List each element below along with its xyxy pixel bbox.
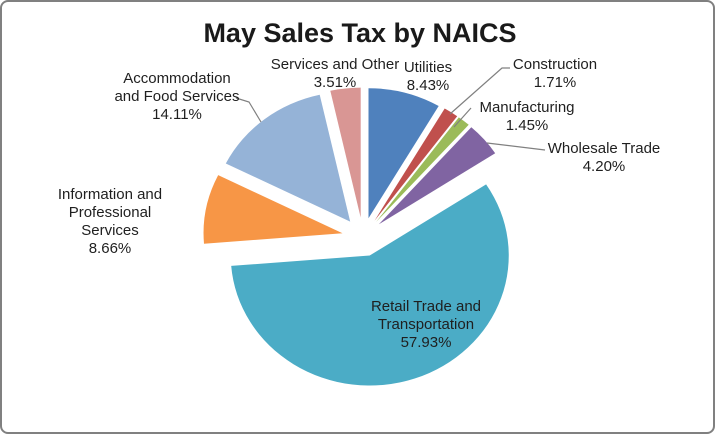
pie-slice-construction	[374, 108, 458, 221]
slice-label-utilities: Utilities 8.43%	[404, 59, 452, 94]
pie-slice-manufacturing	[376, 117, 469, 222]
slice-label-information-and-professional-services: Information and Professional Services 8.66%	[58, 186, 162, 257]
leader-line-accommodation-and-food-services	[235, 97, 262, 123]
slice-label-retail-trade-and-transportation: Retail Trade and Transportation 57.93%	[371, 298, 481, 351]
pie-slice-accommodation-and-food-services	[225, 94, 351, 222]
pie-slice-utilities	[368, 88, 439, 219]
leader-line-construction	[449, 67, 510, 115]
leader-line-manufacturing	[453, 107, 472, 128]
leader-line-wholesale-trade	[486, 142, 546, 151]
slice-label-construction: Construction 1.71%	[513, 56, 597, 91]
slice-label-manufacturing: Manufacturing 1.45%	[479, 99, 574, 134]
pie-slice-information-and-professional-services	[203, 175, 343, 244]
chart-title: May Sales Tax by NAICS	[203, 18, 516, 48]
pie-slices-group	[203, 87, 509, 386]
slice-labels-group: Utilities 8.43% Construction 1.71% Manufactu…	[58, 56, 660, 351]
pie-slice-retail-trade-and-transportation	[231, 184, 509, 386]
pie-slice-wholesale-trade	[378, 127, 496, 225]
slice-label-wholesale-trade: Wholesale Trade 4.20%	[548, 140, 661, 175]
leader-lines-group	[235, 67, 546, 151]
slice-label-services-and-other: Services and Other 3.51%	[271, 56, 399, 91]
slice-label-accommodation-and-food-services: Accommodation and Food Services 14.11%	[114, 70, 239, 123]
pie-slice-services-and-other	[330, 87, 361, 218]
